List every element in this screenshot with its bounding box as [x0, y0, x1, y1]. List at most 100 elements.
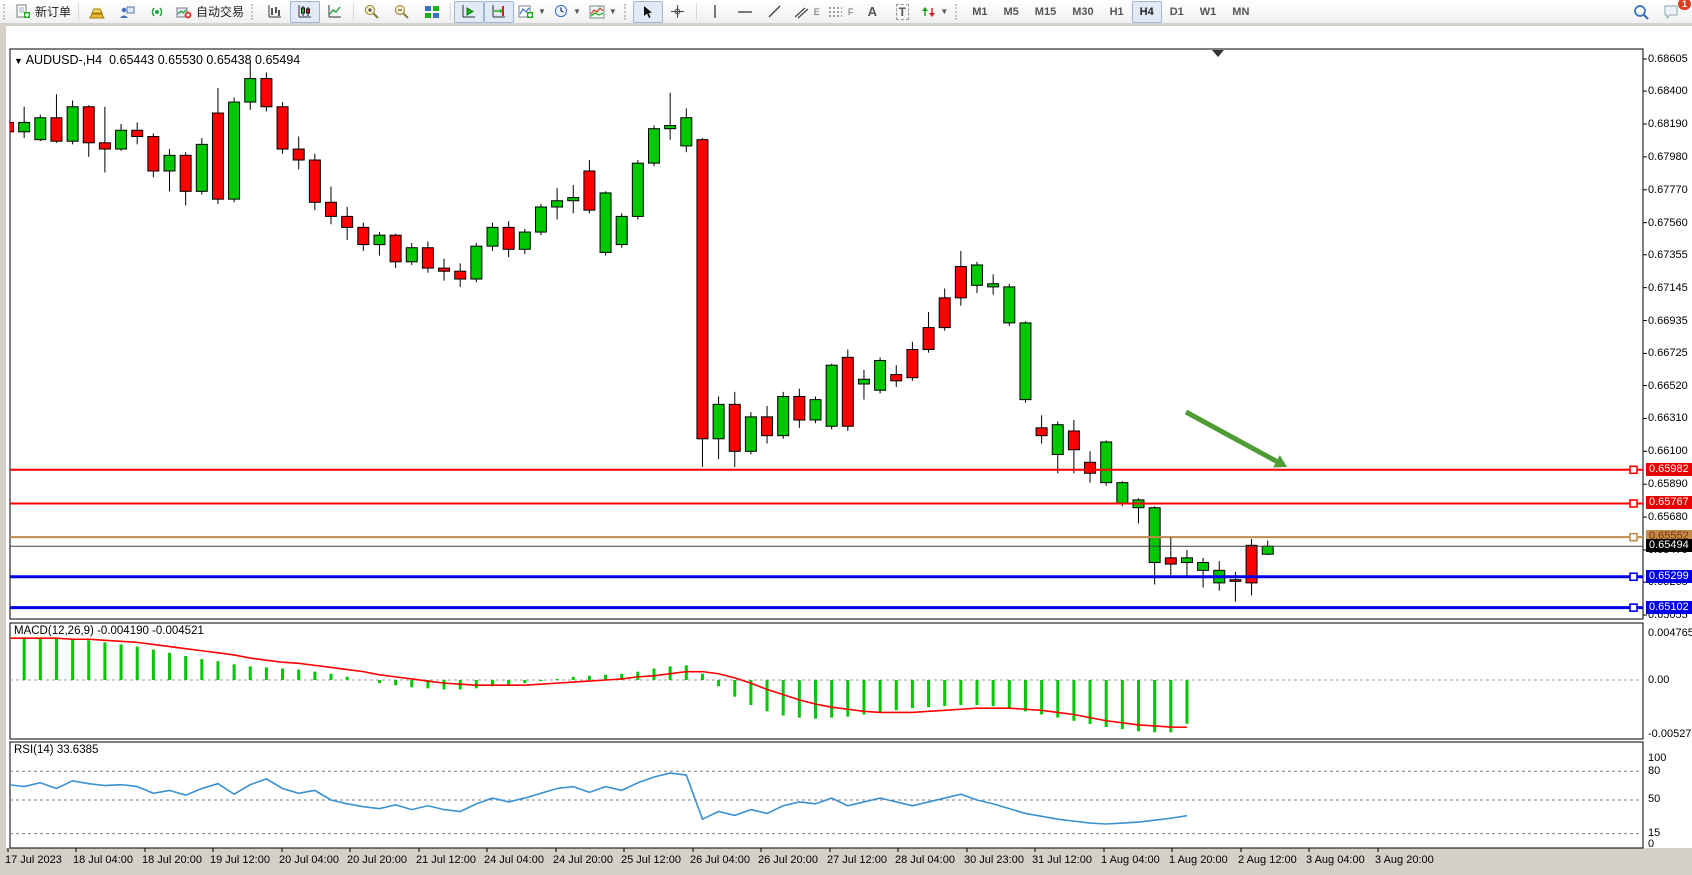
- chevron-down-icon: ▼: [573, 7, 581, 16]
- bid-price-label: 0.65494: [1646, 539, 1692, 552]
- toolbar-separator: [353, 3, 354, 20]
- templates-button[interactable]: ▼: [585, 1, 621, 23]
- line-handle[interactable]: [1630, 466, 1637, 473]
- metaeditor-button[interactable]: [82, 1, 112, 23]
- community-button[interactable]: [112, 1, 142, 23]
- zoom-in-button[interactable]: [357, 1, 387, 23]
- auto-scroll-button[interactable]: [454, 1, 484, 23]
- macd-axis-label: 0.004765: [1648, 627, 1692, 639]
- candle-body: [1020, 323, 1031, 400]
- bar-chart-button[interactable]: [260, 1, 290, 23]
- fibonacci-icon: [828, 5, 843, 19]
- candle-body: [745, 417, 756, 451]
- timeframe-button-h1[interactable]: H1: [1102, 1, 1132, 23]
- rsi-axis-label: 50: [1648, 793, 1660, 805]
- equidistant-channel-tool-button[interactable]: E: [790, 1, 824, 23]
- candle-body: [1181, 558, 1192, 563]
- timeframe-button-m30[interactable]: M30: [1064, 1, 1101, 23]
- candle-body: [245, 79, 256, 102]
- candle-body: [293, 149, 304, 160]
- candle-body: [422, 248, 433, 268]
- time-axis-label: 26 Jul 04:00: [690, 854, 750, 866]
- candle-body: [439, 268, 450, 271]
- toolbar-grip[interactable]: [955, 4, 960, 20]
- candle-body: [212, 113, 223, 199]
- toolbar-grip[interactable]: [251, 4, 256, 20]
- zoom-out-button[interactable]: [387, 1, 417, 23]
- indicators-button[interactable]: ▼: [514, 1, 550, 23]
- candle-body: [858, 379, 869, 384]
- time-axis-label: 28 Jul 04:00: [895, 854, 955, 866]
- line-chart-button[interactable]: [320, 1, 350, 23]
- chevron-down-icon: ▼: [538, 7, 546, 16]
- time-axis-label: 3 Aug 20:00: [1375, 854, 1434, 866]
- toolbar-grip[interactable]: [624, 4, 629, 20]
- crosshair-tool-button[interactable]: [663, 1, 693, 23]
- signals-button[interactable]: [142, 1, 172, 23]
- tile-windows-button[interactable]: [417, 1, 447, 23]
- line-chart-icon: [328, 4, 343, 19]
- line-handle[interactable]: [1630, 573, 1637, 580]
- text-label-tool-button[interactable]: T: [887, 1, 917, 23]
- tile-windows-icon: [424, 5, 440, 19]
- autotrading-button[interactable]: 自动交易: [172, 1, 248, 23]
- toolbar-grip[interactable]: [3, 4, 8, 20]
- bar-chart-icon: [268, 4, 283, 19]
- arrow-objects-icon: [921, 5, 936, 19]
- rsi-pane[interactable]: [10, 742, 1643, 848]
- chart-shift-button[interactable]: [484, 1, 514, 23]
- timeframe-button-mn[interactable]: MN: [1224, 1, 1257, 23]
- new-order-button[interactable]: 新订单: [12, 1, 75, 23]
- timeframe-button-h4[interactable]: H4: [1132, 1, 1162, 23]
- price-axis-tick-label: 0.67560: [1648, 217, 1688, 229]
- price-axis-tick-label: 0.66100: [1648, 445, 1688, 457]
- text-tool-button[interactable]: A: [857, 1, 887, 23]
- candlestick-chart-button[interactable]: [290, 1, 320, 23]
- candle-body: [19, 122, 30, 131]
- timeframe-label: D1: [1166, 6, 1188, 18]
- timeframe-button-w1[interactable]: W1: [1192, 1, 1225, 23]
- candle-body: [568, 198, 579, 201]
- timeframe-button-m1[interactable]: M1: [964, 1, 995, 23]
- line-handle[interactable]: [1630, 500, 1637, 507]
- time-axis-label: 25 Jul 12:00: [621, 854, 681, 866]
- chart-canvas[interactable]: [0, 23, 1692, 875]
- candle-body: [180, 155, 191, 191]
- line-handle[interactable]: [1630, 534, 1637, 541]
- timeframe-button-m15[interactable]: M15: [1027, 1, 1064, 23]
- candle-body: [326, 202, 337, 216]
- one-click-trading-toggle[interactable]: ▼: [14, 56, 23, 66]
- candle-body: [1149, 508, 1160, 563]
- candle-body: [600, 193, 611, 253]
- macd-pane[interactable]: [10, 623, 1643, 739]
- timeframe-button-m5[interactable]: M5: [996, 1, 1027, 23]
- price-axis-tick-label: 0.67355: [1648, 249, 1688, 261]
- horizontal-line-tool-button[interactable]: [730, 1, 760, 23]
- timeframe-button-d1[interactable]: D1: [1162, 1, 1192, 23]
- hline-price-label: 0.65767: [1646, 496, 1692, 509]
- search-button[interactable]: [1626, 1, 1656, 23]
- crosshair-icon: [670, 4, 685, 19]
- candle-body: [99, 143, 110, 149]
- mt4-window: 新订单 自动交易: [0, 0, 1692, 852]
- main-pane[interactable]: [10, 49, 1643, 619]
- channel-sub-letter: E: [814, 7, 820, 17]
- chat-button[interactable]: 1: [1656, 1, 1686, 23]
- candle-body: [988, 284, 999, 287]
- fibonacci-tool-button[interactable]: F: [824, 1, 858, 23]
- trendline-tool-button[interactable]: [760, 1, 790, 23]
- price-axis-tick-label: 0.67145: [1648, 282, 1688, 294]
- hline-price-label: 0.65102: [1646, 601, 1692, 614]
- candle-body: [455, 271, 466, 279]
- candle-body: [939, 298, 950, 328]
- candle-body: [358, 227, 369, 244]
- time-axis-label: 31 Jul 12:00: [1032, 854, 1092, 866]
- periods-button[interactable]: ▼: [550, 1, 585, 23]
- candle-body: [842, 357, 853, 426]
- arrows-tool-button[interactable]: ▼: [917, 1, 952, 23]
- line-handle[interactable]: [1630, 604, 1637, 611]
- candle-body: [810, 400, 821, 420]
- price-axis-tick-label: 0.68605: [1648, 53, 1688, 65]
- cursor-tool-button[interactable]: [633, 1, 663, 23]
- vertical-line-tool-button[interactable]: [700, 1, 730, 23]
